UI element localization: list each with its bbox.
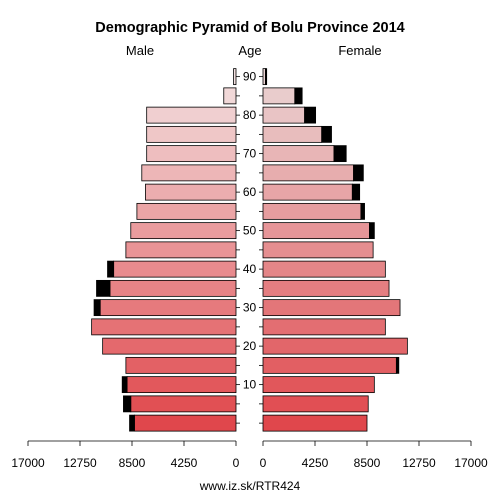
female-excess-bar-90+ [265, 68, 268, 86]
female-bar-15-19 [262, 356, 397, 374]
female-header: Female [338, 43, 381, 58]
male-excess-bar-30-34 [93, 299, 101, 317]
female-bar-40-44 [262, 260, 386, 278]
x-tick-label-female: 8500 [354, 456, 381, 470]
age-label: 50 [243, 224, 257, 238]
female-bar-25-29 [262, 318, 386, 336]
male-bar-0-4 [134, 414, 237, 432]
female-excess-bar-65-69 [353, 164, 364, 182]
x-tick-label-male: 0 [233, 456, 240, 470]
age-label: 20 [243, 339, 257, 353]
male-excess-bar-40-44 [107, 260, 115, 278]
male-bar-5-9 [130, 395, 237, 413]
male-bars-group [91, 68, 237, 432]
male-bar-50-54 [130, 222, 237, 240]
female-bar-20-24 [262, 337, 408, 355]
female-bar-55-59 [262, 202, 362, 220]
age-header: Age [238, 43, 261, 58]
x-axis-female: 0 4250 8500 12750 17000 [260, 440, 488, 470]
x-tick-label-male: 4250 [171, 456, 198, 470]
male-bar-75-79 [146, 125, 237, 143]
male-bar-70-74 [146, 145, 237, 163]
x-tick-label-female: 17000 [454, 456, 488, 470]
age-label: 10 [243, 378, 257, 392]
male-bar-20-24 [102, 337, 237, 355]
male-header: Male [126, 43, 154, 58]
male-excess-bar-0-4 [129, 414, 135, 432]
female-bar-45-49 [262, 241, 374, 259]
x-tick-label-male: 12750 [63, 456, 97, 470]
female-excess-bar-15-19 [395, 356, 400, 374]
age-label: 60 [243, 185, 257, 199]
female-excess-bar-55-59 [360, 202, 365, 220]
female-excess-bar-50-54 [369, 222, 375, 240]
female-excess-bar-85-89 [294, 87, 303, 105]
female-bar-0-4 [262, 414, 368, 432]
female-bar-75-79 [262, 125, 323, 143]
female-excess-bar-70-74 [333, 145, 347, 163]
male-bar-85-89 [223, 87, 237, 105]
age-label: 30 [243, 301, 257, 315]
female-bars-group [262, 68, 408, 432]
age-axis: 10 20 30 40 50 60 70 80 90 [236, 70, 263, 424]
male-excess-bar-5-9 [123, 395, 132, 413]
female-bar-5-9 [262, 395, 369, 413]
male-bar-40-44 [113, 260, 237, 278]
male-excess-bar-35-39 [96, 279, 111, 297]
age-label: 40 [243, 262, 257, 276]
male-bar-60-64 [145, 183, 237, 201]
male-bar-90+ [233, 68, 237, 86]
male-bar-10-14 [126, 376, 237, 394]
x-tick-label-female: 0 [260, 456, 267, 470]
male-bar-15-19 [125, 356, 237, 374]
male-bar-55-59 [136, 202, 237, 220]
x-axis-male: 17000 12750 8500 4250 0 [11, 440, 240, 470]
age-label: 90 [243, 70, 257, 84]
female-bar-30-34 [262, 299, 401, 317]
female-excess-bar-75-79 [321, 125, 332, 143]
chart-title: Demographic Pyramid of Bolu Province 201… [95, 20, 404, 36]
male-bar-65-69 [141, 164, 237, 182]
female-bar-85-89 [262, 87, 296, 105]
x-tick-label-male: 17000 [11, 456, 45, 470]
female-bar-60-64 [262, 183, 353, 201]
female-bar-70-74 [262, 145, 335, 163]
x-tick-label-male: 8500 [119, 456, 146, 470]
female-bar-65-69 [262, 164, 354, 182]
male-bar-30-34 [99, 299, 237, 317]
female-bar-50-54 [262, 222, 370, 240]
female-bar-80-84 [262, 106, 305, 124]
male-bar-25-29 [91, 318, 237, 336]
male-bar-35-39 [109, 279, 237, 297]
female-excess-bar-80-84 [304, 106, 317, 124]
footer-source: www.iz.sk/RTR424 [199, 479, 301, 493]
male-excess-bar-10-14 [121, 376, 128, 394]
age-label: 70 [243, 147, 257, 161]
female-excess-bar-60-64 [351, 183, 361, 201]
female-bar-10-14 [262, 376, 375, 394]
x-tick-label-female: 4250 [302, 456, 329, 470]
male-bar-80-84 [146, 106, 237, 124]
age-label: 80 [243, 108, 257, 122]
female-bar-35-39 [262, 279, 390, 297]
male-bar-45-49 [125, 241, 237, 259]
x-tick-label-female: 12750 [402, 456, 436, 470]
